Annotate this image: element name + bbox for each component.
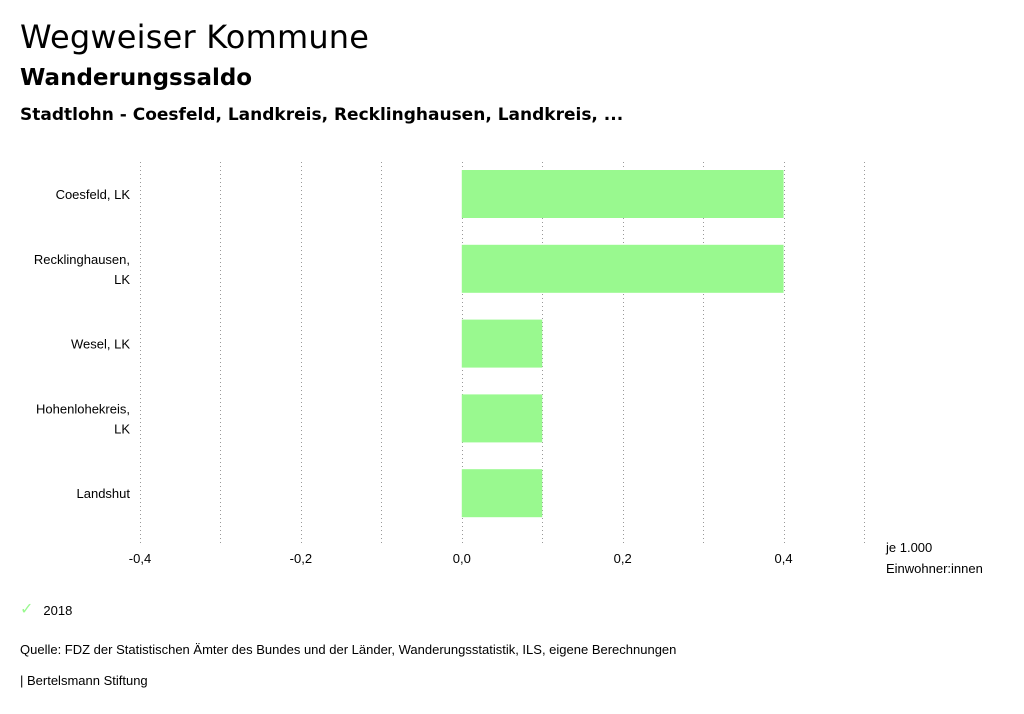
category-label-3: Hohenlohekreis, LK <box>36 401 130 436</box>
bar-chart: Coesfeld, LK Recklinghausen, LK Wesel, LK Ho… <box>34 162 983 576</box>
x-tick-label-4: 0,4 <box>775 551 793 566</box>
legend-label-2018: 2018 <box>43 602 73 618</box>
publisher-note: | Bertelsmann Stiftung <box>20 673 148 688</box>
x-axis-unit-label: je 1.000 Einwohner:innen <box>885 540 983 576</box>
source-note: Quelle: FDZ der Statistischen Ämter des … <box>20 642 677 657</box>
bar-2 <box>461 319 543 368</box>
x-tick-label-1: -0,2 <box>290 551 312 566</box>
x-tick-label-3: 0,2 <box>614 551 632 566</box>
legend[interactable]: ✓ 2018 <box>20 602 72 618</box>
category-label-2: Wesel, LK <box>71 337 130 352</box>
bar-3 <box>461 394 543 443</box>
bar-1 <box>461 244 784 293</box>
x-tick-label-2: 0,0 <box>453 551 471 566</box>
bar-0 <box>461 170 784 218</box>
check-icon: ✓ <box>20 601 34 618</box>
chart-subtitle: Wanderungssaldo <box>20 65 253 91</box>
bar-4 <box>461 469 543 518</box>
category-label-4: Landshut <box>77 486 131 501</box>
category-label-0: Coesfeld, LK <box>56 187 131 202</box>
x-tick-label-0: -0,4 <box>129 551 151 566</box>
region-selection: Stadtlohn - Coesfeld, Landkreis, Recklin… <box>20 105 624 125</box>
category-label-1: Recklinghausen, LK <box>34 252 130 287</box>
page-title: Wegweiser Kommune <box>20 18 370 56</box>
